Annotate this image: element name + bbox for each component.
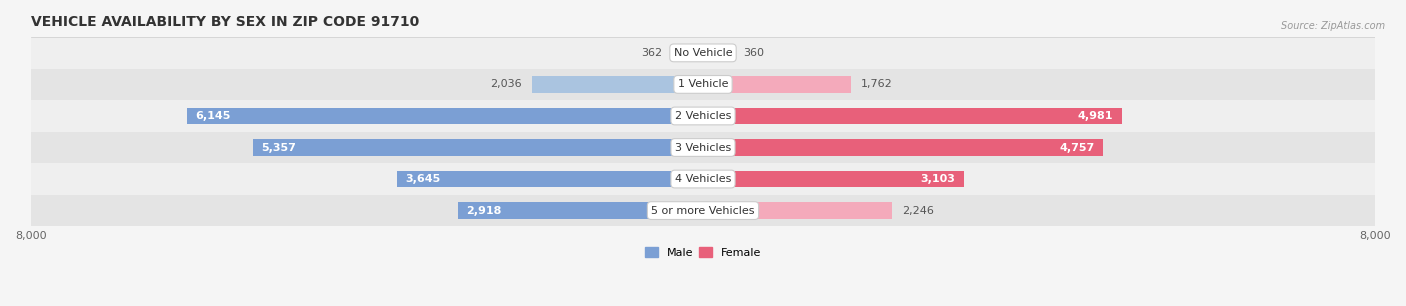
Bar xyxy=(187,108,703,124)
Text: 2,036: 2,036 xyxy=(491,80,522,89)
Bar xyxy=(703,139,1102,156)
Text: 2,246: 2,246 xyxy=(901,206,934,216)
Bar xyxy=(703,76,851,93)
Bar xyxy=(31,37,1375,69)
Text: 3 Vehicles: 3 Vehicles xyxy=(675,143,731,152)
Bar xyxy=(31,163,1375,195)
Bar xyxy=(703,202,891,219)
Text: 4,981: 4,981 xyxy=(1077,111,1114,121)
Bar xyxy=(31,195,1375,226)
Bar xyxy=(253,139,703,156)
Bar xyxy=(458,202,703,219)
Text: Source: ZipAtlas.com: Source: ZipAtlas.com xyxy=(1281,21,1385,32)
Text: 4,757: 4,757 xyxy=(1059,143,1094,152)
Text: 3,645: 3,645 xyxy=(405,174,440,184)
Bar xyxy=(31,100,1375,132)
Bar xyxy=(672,45,703,61)
Text: 1 Vehicle: 1 Vehicle xyxy=(678,80,728,89)
Text: 5,357: 5,357 xyxy=(262,143,297,152)
Bar xyxy=(703,171,963,187)
Bar xyxy=(31,132,1375,163)
Bar xyxy=(396,171,703,187)
Text: 360: 360 xyxy=(744,48,765,58)
Legend: Male, Female: Male, Female xyxy=(640,243,766,263)
Text: VEHICLE AVAILABILITY BY SEX IN ZIP CODE 91710: VEHICLE AVAILABILITY BY SEX IN ZIP CODE … xyxy=(31,15,419,29)
Bar xyxy=(531,76,703,93)
Text: 6,145: 6,145 xyxy=(195,111,231,121)
Bar xyxy=(31,69,1375,100)
Text: 4 Vehicles: 4 Vehicles xyxy=(675,174,731,184)
Text: 5 or more Vehicles: 5 or more Vehicles xyxy=(651,206,755,216)
Bar xyxy=(703,45,734,61)
Text: 2,918: 2,918 xyxy=(467,206,502,216)
Text: 3,103: 3,103 xyxy=(921,174,955,184)
Text: No Vehicle: No Vehicle xyxy=(673,48,733,58)
Text: 1,762: 1,762 xyxy=(860,80,893,89)
Text: 2 Vehicles: 2 Vehicles xyxy=(675,111,731,121)
Text: 362: 362 xyxy=(641,48,662,58)
Bar xyxy=(703,108,1122,124)
